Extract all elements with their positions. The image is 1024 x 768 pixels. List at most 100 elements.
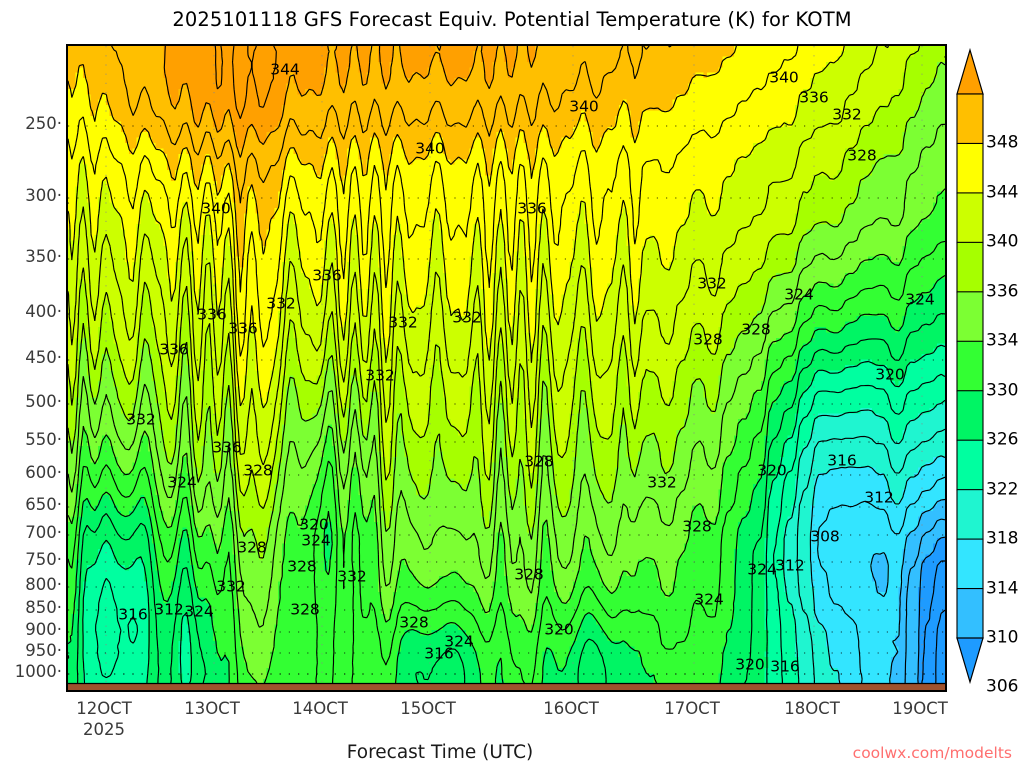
colorbar-segment [956, 241, 984, 293]
contour-label-text: 332 [216, 578, 246, 596]
colorbar-tick-label: 348 [986, 132, 1019, 153]
y-axis-tick-mark: · [56, 392, 62, 411]
x-axis-tick-date: 16OCT [543, 699, 599, 718]
contour-line [68, 46, 921, 510]
y-axis-tick-mark: · [56, 641, 62, 660]
y-axis-tick-mark: · [56, 598, 62, 617]
contour-label: 316316 [827, 452, 857, 470]
contour-line [68, 46, 799, 357]
y-axis-tick-mark: · [56, 348, 62, 367]
y-axis-tick-label: 1000· [14, 662, 62, 681]
contour-label: 344344 [270, 61, 300, 79]
colorbar-top-arrow [956, 48, 984, 95]
contour-line [68, 56, 945, 559]
y-axis-tick-label: 400· [25, 302, 62, 321]
contour-label-text: 332 [126, 411, 156, 429]
x-axis-tick-date: 19OCT [892, 699, 948, 718]
y-axis-tick-mark: · [56, 114, 62, 133]
y-axis-tick-label: 850· [25, 598, 62, 617]
contour-label-text: 328 [514, 566, 544, 584]
contour-label-text: 316 [770, 658, 800, 676]
terrain-band [68, 673, 945, 690]
colorbar-tick-label: 334 [986, 330, 1019, 351]
contour-label-text: 336 [212, 439, 242, 457]
contour-label-text: 328 [693, 331, 723, 349]
contour-label: 312312 [154, 601, 184, 619]
contour-line [76, 313, 945, 684]
y-axis-tick-label: 300· [25, 186, 62, 205]
x-axis-tick-date: 18OCT [784, 699, 840, 718]
colorbar-segment [956, 192, 984, 244]
contour-label-text: 332 [365, 367, 395, 385]
y-axis-tick-mark: · [56, 186, 62, 205]
contour-label-text: 336 [799, 89, 829, 107]
contour-label: 308308 [810, 528, 840, 546]
y-axis-tick-mark: · [56, 550, 62, 569]
y-axis-tick-mark: · [56, 463, 62, 482]
contour-label-text: 308 [810, 528, 840, 546]
contour-label-text: 336 [159, 341, 189, 359]
contour-label: 312312 [775, 557, 805, 575]
x-axis-tick-date: 14OCT [292, 699, 348, 718]
contour-line [68, 188, 945, 684]
terrain-fill [68, 683, 945, 690]
contour-label-text: 344 [270, 61, 300, 79]
colorbar-segment [956, 142, 984, 195]
page-title: 2025101118 GFS Forecast Equiv. Potential… [172, 8, 852, 31]
contour-line [796, 428, 945, 684]
contour-label-text: 324 [301, 532, 331, 550]
contour-label-text: 316 [118, 606, 148, 624]
y-axis-tick-mark: · [56, 620, 62, 639]
contour-label-text: 332 [388, 314, 418, 332]
x-axis-tick-label: 18OCT [784, 699, 840, 718]
contour-line [817, 476, 945, 684]
contour-label-text: 328 [290, 601, 320, 619]
contour-line [921, 560, 945, 684]
y-axis-tick-label: 500· [25, 392, 62, 411]
contour-line [163, 46, 538, 158]
colorbar-segment [956, 587, 984, 640]
colorbar-tick-label: 310 [986, 627, 1019, 648]
contour-label-text: 312 [154, 601, 184, 619]
contour-label: 312312 [864, 489, 894, 507]
colorbar [956, 48, 984, 684]
colorbar-labels: 348 344 340 336 334 330 326 322 318 314 310 306 [986, 48, 1024, 695]
contour-lines [68, 46, 945, 684]
x-axis-tick-label: 13OCT [184, 699, 240, 718]
contour-label-text: 332 [266, 295, 296, 313]
contour-line [783, 399, 945, 684]
contour-line [917, 536, 945, 684]
contour-label-text: 312 [775, 557, 805, 575]
colorbar-segment [956, 390, 984, 442]
y-axis-tick-label: 700· [25, 523, 62, 542]
y-axis-tick-label: 750· [25, 550, 62, 569]
colorbar-segment [956, 291, 984, 343]
colorbar-tick-label: 330 [986, 380, 1019, 401]
watermark-link[interactable]: coolwx.com/modelts [852, 744, 1012, 762]
